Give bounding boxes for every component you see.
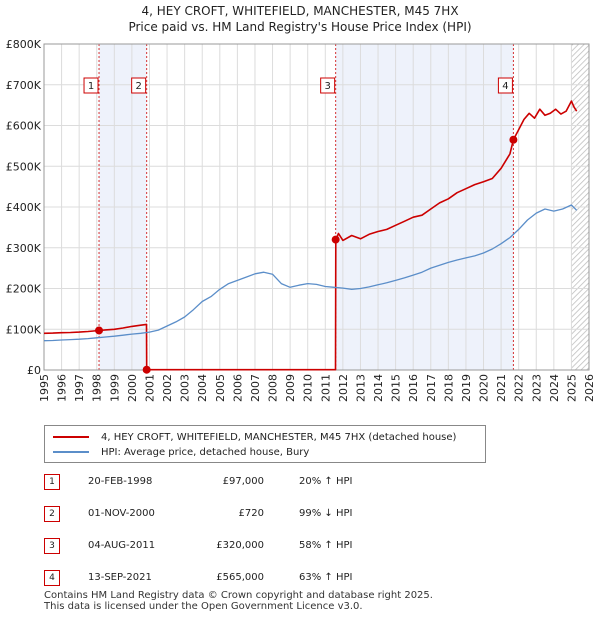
x-tick-label: 2002 bbox=[161, 374, 174, 402]
sale-marker-box bbox=[320, 77, 336, 94]
x-tick-label: 2016 bbox=[407, 374, 420, 402]
footer-copyright: Contains HM Land Registry data © Crown c… bbox=[44, 590, 433, 601]
sale-point bbox=[95, 326, 104, 335]
sale-marker-box bbox=[131, 77, 147, 94]
sale-row: 1 20-FEB-1998 £97,000 20% ↑ HPI bbox=[44, 472, 464, 492]
sale-date: 20-FEB-1998 bbox=[88, 476, 153, 487]
chart-markers: 1 2 3 4 bbox=[83, 77, 518, 374]
y-tick-label: £500K bbox=[6, 160, 42, 173]
x-tick-label: 2021 bbox=[495, 374, 508, 402]
sale-price: £720 bbox=[238, 508, 264, 519]
x-tick-label: 2026 bbox=[583, 374, 596, 402]
chart-subtitle: Price paid vs. HM Land Registry's House … bbox=[128, 20, 472, 34]
legend-swatch-property bbox=[53, 436, 89, 438]
x-tick-label: 2018 bbox=[442, 374, 455, 402]
x-tick-label: 2009 bbox=[284, 374, 297, 402]
x-tick-label: 2025 bbox=[565, 374, 578, 402]
sale-date: 01-NOV-2000 bbox=[88, 508, 155, 519]
x-tick-label: 1998 bbox=[91, 374, 104, 402]
sale-marker-label: 2 bbox=[135, 81, 141, 92]
y-tick-label: £200K bbox=[6, 283, 42, 296]
x-tick-label: 2020 bbox=[478, 374, 491, 402]
x-tick-label: 2000 bbox=[126, 374, 139, 402]
legend-item-hpi: HPI: Average price, detached house, Bury bbox=[53, 445, 309, 459]
sale-date: 13-SEP-2021 bbox=[88, 572, 152, 583]
legend: 4, HEY CROFT, WHITEFIELD, MANCHESTER, M4… bbox=[44, 425, 486, 463]
x-tick-label: 2022 bbox=[513, 374, 526, 402]
sale-point bbox=[142, 365, 151, 374]
chart-axes: £0 £100K £200K £300K £400K £500K £600K £700K £80… bbox=[6, 38, 596, 402]
x-tick-label: 2008 bbox=[267, 374, 280, 402]
sale-price: £97,000 bbox=[222, 476, 264, 487]
x-tick-label: 2007 bbox=[249, 374, 262, 402]
y-tick-label: £0 bbox=[27, 364, 41, 377]
x-tick-label: 2004 bbox=[196, 374, 209, 402]
sale-point bbox=[509, 135, 518, 144]
x-tick-label: 2013 bbox=[354, 374, 367, 402]
sale-hpi: 58% ↑ HPI bbox=[299, 540, 353, 551]
y-tick-label: £400K bbox=[6, 201, 42, 214]
sale-marker: 3 bbox=[44, 538, 60, 554]
x-tick-label: 1995 bbox=[38, 374, 51, 402]
x-tick-label: 2011 bbox=[319, 374, 332, 402]
sale-marker-label: 4 bbox=[502, 81, 508, 92]
sale-price: £320,000 bbox=[216, 540, 264, 551]
x-tick-label: 2001 bbox=[143, 374, 156, 402]
x-tick-label: 2017 bbox=[425, 374, 438, 402]
y-tick-label: £300K bbox=[6, 242, 42, 255]
y-tick-label: £600K bbox=[6, 120, 42, 133]
sale-marker: 2 bbox=[44, 506, 60, 522]
legend-swatch-hpi bbox=[53, 451, 89, 453]
sale-marker-box bbox=[83, 77, 99, 94]
x-tick-label: 2003 bbox=[179, 374, 192, 402]
legend-label-hpi: HPI: Average price, detached house, Bury bbox=[101, 446, 310, 458]
x-tick-label: 2015 bbox=[390, 374, 403, 402]
sale-row: 4 13-SEP-2021 £565,000 63% ↑ HPI bbox=[44, 568, 464, 588]
sale-hpi: 99% ↓ HPI bbox=[299, 508, 353, 519]
x-tick-label: 1999 bbox=[108, 374, 121, 402]
x-tick-label: 2014 bbox=[372, 374, 385, 402]
sale-row: 2 01-NOV-2000 £720 99% ↓ HPI bbox=[44, 504, 464, 524]
x-tick-label: 2024 bbox=[548, 374, 561, 402]
sale-marker: 1 bbox=[44, 474, 60, 490]
y-tick-label: £700K bbox=[6, 79, 42, 92]
sale-marker-label: 1 bbox=[88, 81, 94, 92]
sale-hpi: 20% ↑ HPI bbox=[299, 476, 353, 487]
sale-hpi: 63% ↑ HPI bbox=[299, 572, 353, 583]
x-tick-label: 2006 bbox=[231, 374, 244, 402]
chart-title: 4, HEY CROFT, WHITEFIELD, MANCHESTER, M4… bbox=[141, 4, 459, 18]
x-tick-label: 2023 bbox=[530, 374, 543, 402]
chart-series bbox=[43, 100, 578, 371]
footer: Contains HM Land Registry data © Crown c… bbox=[44, 590, 433, 612]
property-price-line bbox=[43, 100, 578, 371]
x-tick-label: 2010 bbox=[302, 374, 315, 402]
legend-item-property: 4, HEY CROFT, WHITEFIELD, MANCHESTER, M4… bbox=[53, 430, 456, 444]
sale-price: £565,000 bbox=[216, 572, 264, 583]
sale-row: 3 04-AUG-2011 £320,000 58% ↑ HPI bbox=[44, 536, 464, 556]
x-tick-label: 2019 bbox=[460, 374, 473, 402]
sale-marker-label: 3 bbox=[324, 81, 330, 92]
sale-date: 04-AUG-2011 bbox=[88, 540, 156, 551]
y-tick-label: £800K bbox=[6, 38, 42, 51]
sale-marker-box bbox=[497, 77, 513, 94]
footer-license: This data is licensed under the Open Gov… bbox=[44, 601, 363, 612]
hpi-line bbox=[43, 204, 578, 342]
legend-label-property: 4, HEY CROFT, WHITEFIELD, MANCHESTER, M4… bbox=[101, 431, 457, 443]
y-tick-label: £100K bbox=[6, 323, 42, 336]
x-tick-label: 1996 bbox=[56, 374, 69, 402]
x-tick-label: 2005 bbox=[214, 374, 227, 402]
sale-marker: 4 bbox=[44, 570, 60, 586]
x-tick-label: 1997 bbox=[73, 374, 86, 402]
x-tick-label: 2012 bbox=[337, 374, 350, 402]
sale-point bbox=[331, 235, 340, 244]
price-chart: £0 £100K £200K £300K £400K £500K £600K £700K £80… bbox=[6, 38, 596, 402]
